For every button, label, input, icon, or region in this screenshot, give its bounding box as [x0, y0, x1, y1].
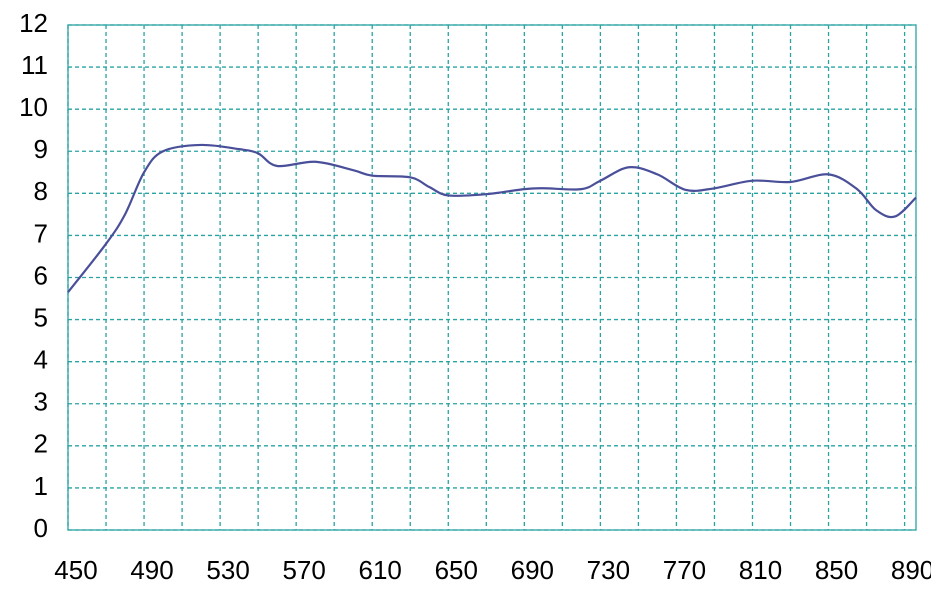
- plot-border: [67, 24, 917, 531]
- x-tick-label: 610: [359, 555, 402, 585]
- x-tick-label: 690: [511, 555, 554, 585]
- x-tick-label: 730: [587, 555, 630, 585]
- y-tick-label: 1: [34, 471, 48, 501]
- x-tick-label: 770: [663, 555, 706, 585]
- x-tick-label: 530: [206, 555, 249, 585]
- y-tick-label: 2: [34, 429, 48, 459]
- x-tick-label: 450: [54, 555, 97, 585]
- x-tick-label: 490: [130, 555, 173, 585]
- y-tick-label: 0: [34, 513, 48, 543]
- x-tick-label: 890: [891, 555, 931, 585]
- x-tick-label: 650: [435, 555, 478, 585]
- y-tick-label: 5: [34, 302, 48, 332]
- y-tick-label: 10: [19, 92, 48, 122]
- y-tick-label: 4: [34, 345, 48, 375]
- y-tick-label: 12: [19, 8, 48, 38]
- y-tick-label: 3: [34, 387, 48, 417]
- x-tick-label: 570: [282, 555, 325, 585]
- y-tick-label: 8: [34, 176, 48, 206]
- y-tick-label: 6: [34, 260, 48, 290]
- y-tick-label: 9: [34, 134, 48, 164]
- y-tick-label: 7: [34, 218, 48, 248]
- y-tick-label: 11: [21, 50, 48, 80]
- x-tick-label: 810: [739, 555, 782, 585]
- data-line: [67, 143, 917, 293]
- x-tick-label: 850: [815, 555, 858, 585]
